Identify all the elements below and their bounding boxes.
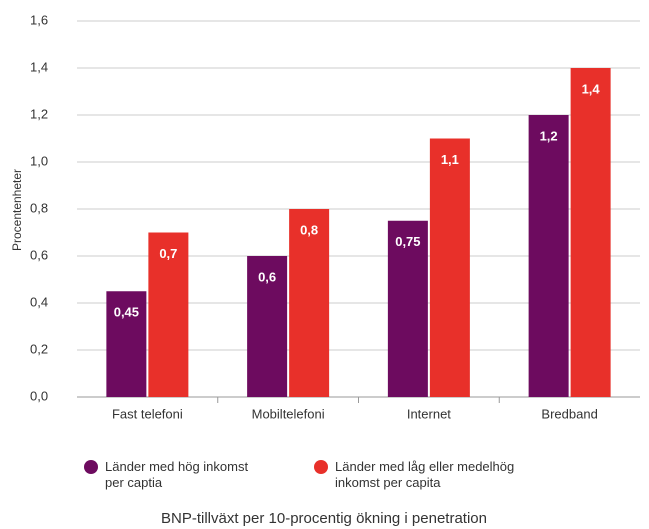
- bar: [148, 232, 189, 397]
- bar: [429, 138, 470, 397]
- bar: [106, 291, 147, 397]
- data-label: 0,45: [114, 305, 139, 320]
- data-label: 0,7: [159, 246, 177, 261]
- legend-marker: [84, 460, 98, 474]
- y-tick-label: 0,2: [30, 341, 48, 356]
- y-tick-label: 1,0: [30, 153, 48, 168]
- x-tick-label: Internet: [407, 406, 451, 421]
- data-label: 1,2: [540, 128, 558, 143]
- legend-label: Länder med hög inkomst per captia: [105, 459, 249, 490]
- data-label: 1,4: [582, 81, 601, 96]
- y-tick-label: 1,2: [30, 106, 48, 121]
- legend-label: Länder med låg eller medelhög inkomst pe…: [335, 459, 515, 490]
- data-label: 0,8: [300, 222, 318, 237]
- chart-title: BNP-tillväxt per 10-procentig ökning i p…: [161, 510, 487, 527]
- bar: [387, 220, 428, 397]
- y-tick-label: 1,6: [30, 12, 48, 27]
- y-tick-label: 0,4: [30, 294, 48, 309]
- x-tick-label: Fast telefoni: [112, 406, 183, 421]
- bar: [247, 256, 288, 397]
- data-label: 0,75: [395, 234, 420, 249]
- x-tick-label: Bredband: [541, 406, 597, 421]
- y-tick-label: 1,4: [30, 59, 48, 74]
- y-axis-label: Procentenheter: [10, 169, 24, 251]
- bar: [528, 115, 569, 397]
- data-label: 0,6: [258, 269, 276, 284]
- x-tick-label: Mobiltelefoni: [252, 406, 325, 421]
- y-tick-label: 0,6: [30, 247, 48, 262]
- legend-marker: [314, 460, 328, 474]
- data-label: 1,1: [441, 152, 459, 167]
- y-tick-label: 0,0: [30, 388, 48, 403]
- y-tick-label: 0,8: [30, 200, 48, 215]
- bar: [289, 209, 330, 397]
- bar: [570, 68, 611, 397]
